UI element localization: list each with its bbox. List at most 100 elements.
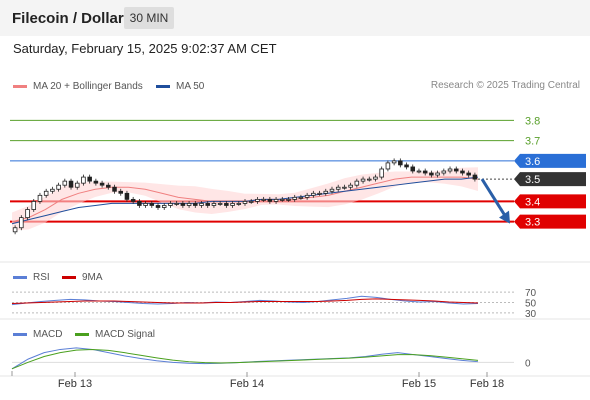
candle [242, 201, 248, 204]
candle [435, 172, 440, 176]
forecast-arrowhead [499, 210, 510, 224]
candle [124, 192, 130, 200]
header-bar: Filecoin / Dollar 30 MIN [0, 0, 590, 36]
candle [74, 182, 80, 188]
candle [441, 170, 447, 174]
candle [19, 217, 24, 229]
candle [317, 192, 322, 195]
macd-signal-swatch [75, 333, 89, 336]
candle [255, 198, 260, 202]
level-label-3.8: 3.8 [525, 115, 540, 127]
candle [199, 203, 204, 206]
candle [50, 188, 55, 192]
candle [398, 160, 403, 166]
x-tick-label: Feb 18 [470, 378, 504, 390]
level-label-3.3: 3.3 [525, 217, 540, 229]
candle [217, 203, 223, 205]
candle [161, 205, 167, 208]
timeframe-badge[interactable]: 30 MIN [124, 7, 174, 29]
level-tag-3.3 [514, 214, 586, 229]
candle [273, 198, 279, 202]
candle [379, 168, 384, 178]
macd-swatch [13, 333, 27, 336]
candle [205, 203, 210, 206]
candle [118, 190, 123, 194]
rsi-tick-label: 30 [525, 309, 537, 320]
candle [323, 190, 329, 194]
candle [286, 198, 291, 201]
candle [224, 203, 229, 206]
candle [193, 203, 198, 206]
candle [304, 194, 310, 198]
candle [447, 168, 453, 172]
candle [31, 201, 37, 210]
research-credit: Research © 2025 Trading Central [430, 80, 580, 91]
candle [25, 209, 30, 219]
candle [56, 184, 61, 190]
candle [149, 203, 155, 206]
candle [106, 184, 111, 188]
macd-signal-legend: MACD Signal [95, 329, 156, 340]
candle [211, 203, 217, 206]
rsi-ma-swatch [62, 276, 76, 279]
candle [43, 190, 49, 196]
candle [267, 198, 273, 202]
candle [404, 164, 409, 168]
candle [367, 178, 372, 181]
candle [137, 201, 142, 206]
candle [360, 178, 366, 182]
candle [342, 186, 347, 189]
candle [155, 205, 161, 208]
candle [373, 176, 378, 180]
candle [180, 203, 186, 206]
candle [354, 180, 360, 186]
datetime-label: Saturday, February 15, 2025 9:02:37 AM C… [13, 41, 277, 56]
x-tick-label: Feb 14 [230, 378, 264, 390]
candle [130, 198, 136, 202]
candle [416, 170, 422, 173]
candle [391, 160, 397, 164]
candle [81, 176, 86, 184]
candle [453, 168, 459, 172]
candle [87, 176, 92, 182]
rsi-legend: RSI [33, 272, 50, 283]
candle [12, 227, 18, 233]
candle [143, 203, 148, 206]
candle [422, 170, 428, 174]
candle [410, 166, 416, 172]
rsi-line [11, 295, 479, 306]
candle [292, 196, 297, 200]
candle [62, 180, 68, 186]
candle [460, 170, 465, 174]
macd-legend: MACD [33, 329, 63, 340]
forecast-arrow [480, 178, 507, 217]
macd-signal-line [11, 348, 479, 370]
rsi-ma-line [11, 298, 479, 305]
candle [311, 192, 316, 196]
rsi-ma-legend: 9MA [82, 272, 103, 283]
candle [112, 186, 117, 192]
candle [186, 203, 192, 206]
candle [280, 198, 285, 201]
candle [298, 196, 304, 199]
macd-tick-label: 0 [525, 358, 531, 369]
candle [248, 201, 254, 203]
level-label-3.7: 3.7 [525, 136, 540, 148]
rsi-tick-label: 70 [525, 288, 537, 299]
candle [174, 203, 179, 205]
candle [261, 198, 266, 201]
candle [385, 162, 391, 170]
level-tag-3.4 [514, 194, 586, 209]
candle [236, 203, 242, 205]
ma20-legend: MA 20 + Bollinger Bands [33, 81, 143, 92]
ma20-swatch [13, 85, 27, 88]
candle [93, 180, 99, 184]
candle [335, 186, 341, 190]
candle [99, 182, 105, 186]
candle [472, 174, 478, 180]
ma50-swatch [156, 85, 170, 88]
rsi-tick-label: 50 [525, 299, 537, 310]
candle [329, 188, 335, 192]
